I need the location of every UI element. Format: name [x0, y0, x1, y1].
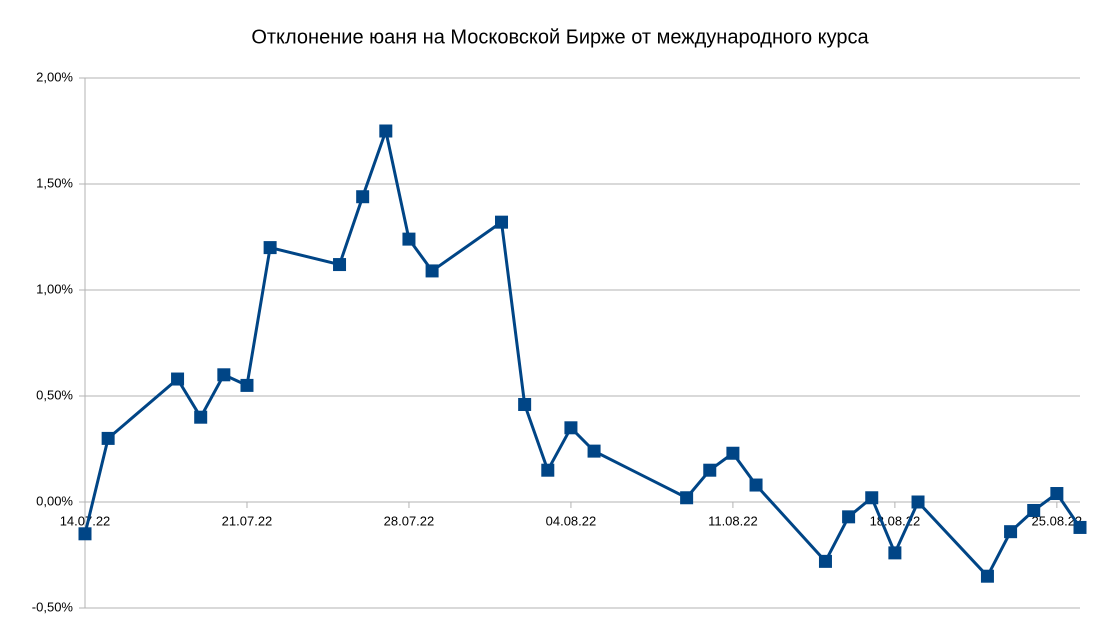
- marker: [1027, 503, 1041, 517]
- x-tick-label: 21.07.22: [222, 513, 273, 528]
- y-tick-label: 1,50%: [36, 175, 73, 190]
- marker: [1050, 487, 1064, 501]
- marker: [263, 241, 277, 255]
- x-tick-label: 28.07.22: [384, 513, 435, 528]
- x-tick-label: 04.08.22: [546, 513, 597, 528]
- marker: [402, 232, 416, 246]
- marker: [333, 258, 347, 272]
- x-tick-label: 11.08.22: [708, 513, 758, 528]
- marker: [356, 190, 370, 204]
- marker: [379, 124, 393, 138]
- x-tick-label: 14.07.22: [60, 513, 111, 528]
- marker: [217, 368, 231, 382]
- marker: [240, 378, 254, 392]
- y-tick-label: 0,50%: [36, 387, 73, 402]
- y-tick-label: 2,00%: [36, 69, 73, 84]
- marker: [703, 463, 717, 477]
- marker: [749, 478, 763, 492]
- chart-title: Отклонение юаня на Московской Бирже от м…: [251, 26, 869, 48]
- marker: [726, 446, 740, 460]
- marker: [518, 397, 532, 411]
- marker: [171, 372, 185, 386]
- marker: [1073, 520, 1087, 534]
- marker: [78, 527, 92, 541]
- marker: [911, 495, 925, 509]
- marker: [587, 444, 601, 458]
- marker: [495, 215, 509, 229]
- marker: [541, 463, 555, 477]
- marker: [865, 491, 879, 505]
- marker: [888, 546, 902, 560]
- marker: [564, 421, 578, 435]
- y-tick-label: 0,00%: [36, 493, 73, 508]
- marker: [425, 264, 439, 278]
- marker: [1004, 525, 1018, 539]
- marker: [980, 569, 994, 583]
- marker: [680, 491, 694, 505]
- marker: [842, 510, 856, 524]
- series-line: [83, 129, 1082, 578]
- marker: [101, 431, 115, 445]
- marker: [818, 554, 832, 568]
- x-tick-label: 25.08.22: [1032, 513, 1083, 528]
- y-tick-label: 1,00%: [36, 281, 73, 296]
- y-tick-label: -0,50%: [32, 599, 74, 614]
- marker: [194, 410, 208, 424]
